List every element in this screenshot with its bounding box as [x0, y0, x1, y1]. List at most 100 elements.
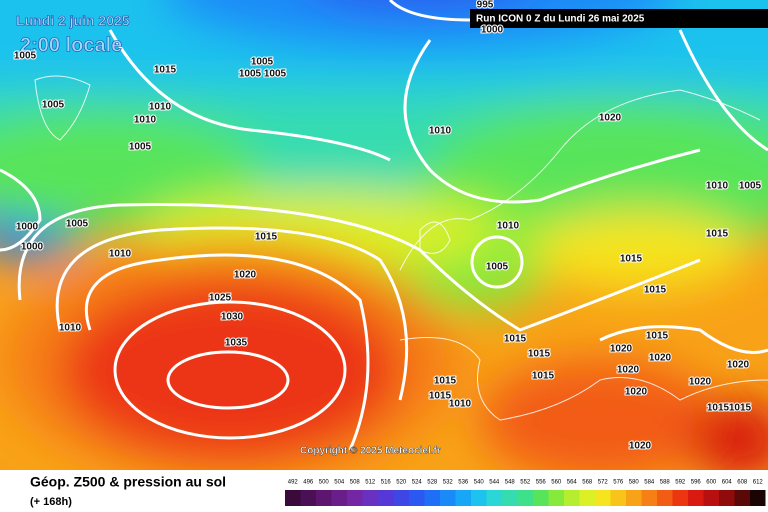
date: Lundi 2 juin 2025 — [16, 13, 130, 29]
field — [0, 0, 768, 470]
isobar-label: 1015 — [528, 349, 551, 360]
scale-swatch — [672, 490, 688, 506]
isobar-label: 1005 — [42, 100, 65, 111]
isobar-label: 995 — [477, 0, 494, 11]
scale-swatch — [719, 490, 735, 506]
scale-label: 496 — [303, 480, 314, 486]
scale-swatch — [579, 490, 595, 506]
scale-swatch — [331, 490, 347, 506]
isobar-label: 1020 — [610, 344, 633, 355]
isobar-label: 1010 — [109, 249, 132, 260]
isobar-label: 1015 — [532, 371, 555, 382]
scale-swatch — [610, 490, 626, 506]
isobar-label: 1005 — [66, 219, 89, 230]
scale-label: 604 — [722, 480, 733, 486]
scale-swatch — [300, 490, 316, 506]
scale-swatch — [393, 490, 409, 506]
isobar-label: 1000 — [481, 25, 504, 36]
isobar-label: 1020 — [625, 387, 648, 398]
scale-label: 516 — [381, 480, 392, 486]
isobar-label: 1015 — [504, 334, 527, 345]
isobar-label: 1005 — [739, 181, 762, 192]
scale-swatch — [285, 490, 301, 506]
scale-swatch — [502, 490, 518, 506]
scale-label: 564 — [567, 480, 578, 486]
isobar-label: 1015 — [706, 229, 729, 240]
footer-subtitle: (+ 168h) — [30, 496, 72, 508]
scale-label: 540 — [474, 480, 485, 486]
scale-label: 500 — [319, 480, 330, 486]
isobar-label: 1015 — [729, 403, 752, 414]
scale-label: 544 — [489, 480, 500, 486]
scale-label: 536 — [458, 480, 469, 486]
isobar-label: 1010 — [706, 181, 729, 192]
isobar-label: 1020 — [649, 353, 672, 364]
isobar-label: 1005 — [486, 262, 509, 273]
isobar-label: 1010 — [134, 115, 157, 126]
scale-swatch — [734, 490, 750, 506]
isobar-label: 1015 — [644, 285, 667, 296]
isobar-label: 1015 — [434, 376, 457, 387]
scale-swatch — [486, 490, 502, 506]
scale-swatch — [440, 490, 456, 506]
isobar-label: 1010 — [497, 221, 520, 232]
isobar-label: 1010 — [59, 323, 82, 334]
scale-label: 568 — [582, 480, 593, 486]
scale-label: 520 — [396, 480, 407, 486]
isobar-label: 1015 — [429, 391, 452, 402]
scale-label: 560 — [551, 480, 562, 486]
scale-label: 584 — [644, 480, 655, 486]
isobar-label: 1000 — [21, 242, 44, 253]
isobar-label: 1025 — [209, 293, 232, 304]
isobar-label: 1015 — [255, 232, 278, 243]
isobar-label: 1010 — [429, 126, 452, 137]
scale-label: 524 — [412, 480, 423, 486]
scale-swatch — [657, 490, 673, 506]
isobar-label: 1035 — [225, 338, 248, 349]
scale-swatch — [533, 490, 549, 506]
scale-label: 492 — [288, 480, 299, 486]
run-info: Run ICON 0 Z du Lundi 26 mai 2025 — [476, 14, 645, 25]
scale-label: 556 — [536, 480, 547, 486]
scale-label: 504 — [334, 480, 345, 486]
isobar-label: 1015 — [154, 65, 177, 76]
isobar-label: 1015 — [646, 331, 669, 342]
scale-swatch — [548, 490, 564, 506]
isobar-label: 1005 — [251, 57, 274, 68]
scale-swatch — [316, 490, 332, 506]
scale-swatch — [424, 490, 440, 506]
scale-label: 508 — [350, 480, 361, 486]
scale-label: 588 — [660, 480, 671, 486]
scale-label: 548 — [505, 480, 516, 486]
scale-swatch — [564, 490, 580, 506]
scale-swatch — [703, 490, 719, 506]
scale-swatch — [688, 490, 704, 506]
scale-swatch — [362, 490, 378, 506]
isobar-label: 1000 — [16, 222, 39, 233]
scale-label: 612 — [753, 480, 764, 486]
scale-swatch — [641, 490, 657, 506]
scale-label: 592 — [675, 480, 686, 486]
local-time: 2:00 locale — [20, 34, 122, 56]
copyright: Copyright © 2025 Meteociel.fr — [300, 446, 441, 457]
scale-swatch — [471, 490, 487, 506]
isobar-label: 1015 — [620, 254, 643, 265]
run-banner — [470, 9, 768, 28]
isobar-label: 1020 — [629, 441, 652, 452]
isobar-label: 1020 — [617, 365, 640, 376]
isobar-label: 1020 — [727, 360, 750, 371]
scale-swatch — [378, 490, 394, 506]
isobar-label: 1020 — [234, 270, 257, 281]
scale-label: 580 — [629, 480, 640, 486]
scale-swatch — [409, 490, 425, 506]
scale-label: 596 — [691, 480, 702, 486]
isobar-label: 1005 — [239, 69, 262, 80]
scale-label: 552 — [520, 480, 531, 486]
scale-swatch — [517, 490, 533, 506]
scale-label: 576 — [613, 480, 624, 486]
scale-swatch — [347, 490, 363, 506]
isobar-label: 1015 — [707, 403, 730, 414]
isobar-label: 1010 — [149, 102, 172, 113]
scale-label: 572 — [598, 480, 609, 486]
